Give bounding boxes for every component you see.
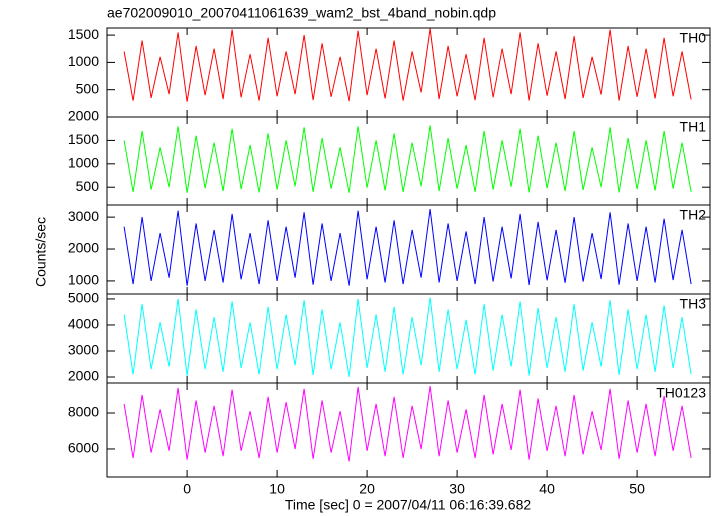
panel-frame (106, 382, 711, 478)
x-axis-label: Time [sec] 0 = 2007/04/11 06:16:39.682 (285, 497, 532, 513)
y-tick-label: 3000 (68, 208, 99, 224)
y-tick-label: 4000 (68, 316, 99, 332)
light-curve (123, 386, 692, 462)
panel-label: TH3 (680, 296, 707, 312)
y-tick-label: 1500 (68, 26, 99, 42)
x-tick-label: 0 (183, 481, 191, 497)
y-tick-label: 2000 (68, 368, 99, 384)
y-tick-label: 1000 (68, 155, 99, 171)
light-curve (123, 209, 692, 286)
y-tick-label: 1500 (68, 131, 99, 147)
panel-label: TH2 (680, 207, 707, 223)
y-tick-label: 1000 (68, 53, 99, 69)
panel-label: TH0123 (656, 385, 706, 401)
panel-label: TH1 (680, 119, 707, 135)
y-tick-label: 5000 (68, 290, 99, 306)
light-curve (123, 125, 692, 193)
x-tick-label: 20 (359, 481, 375, 497)
x-tick-label: 10 (269, 481, 285, 497)
y-axis-label: Counts/sec (33, 217, 49, 287)
y-tick-label: 500 (76, 80, 100, 96)
y-tick-label: 6000 (68, 440, 99, 456)
y-tick-label: 8000 (68, 404, 99, 420)
y-tick-label: 3000 (68, 342, 99, 358)
y-tick-label: 1000 (68, 272, 99, 288)
light-curve (123, 297, 692, 378)
panel-label: TH0 (680, 30, 707, 46)
y-tick-label: 500 (76, 178, 100, 194)
y-tick-label: 2000 (68, 108, 99, 124)
x-tick-label: 40 (539, 481, 555, 497)
y-tick-label: 2000 (68, 240, 99, 256)
chart-title: ae702009010_20070411061639_wam2_bst_4ban… (107, 5, 496, 21)
light-curve (123, 28, 692, 102)
x-tick-label: 50 (629, 481, 645, 497)
x-tick-label: 30 (449, 481, 465, 497)
